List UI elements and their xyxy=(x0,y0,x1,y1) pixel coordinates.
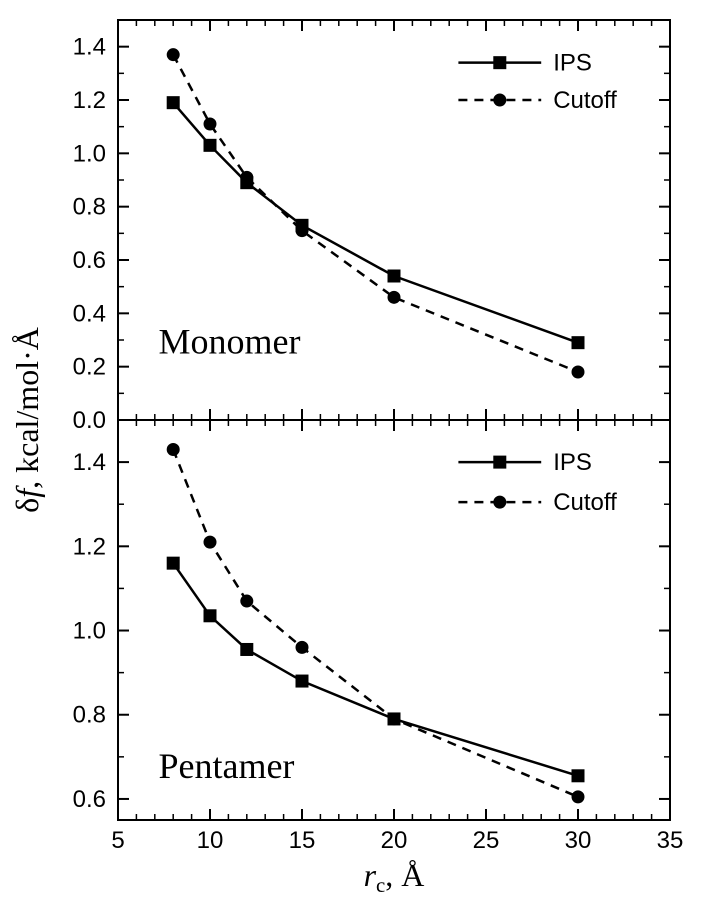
legend-marker-circle xyxy=(494,496,506,508)
y-tick-label: 0.2 xyxy=(73,354,106,381)
legend-label: Cutoff xyxy=(553,489,617,516)
x-tick-label: 15 xyxy=(289,827,316,854)
figure-svg: 0.0 0.2 0.4 0.6 0.8 1.0 1.2 1.4 Monomer IPS Cutoff… xyxy=(0,0,706,900)
y-tick-label: 1.0 xyxy=(73,618,106,645)
series-ips xyxy=(173,103,578,343)
marker-square xyxy=(572,337,584,349)
y-tick-label: 0.6 xyxy=(73,786,106,813)
y-axis-title: δf, kcal/mol·Å xyxy=(9,327,45,513)
marker-square xyxy=(204,139,216,151)
legend-label: IPS xyxy=(553,50,592,77)
marker-circle xyxy=(241,171,253,183)
marker-square xyxy=(572,770,584,782)
marker-circle xyxy=(167,49,179,61)
marker-circle xyxy=(296,641,308,653)
x-tick-label: 30 xyxy=(565,827,592,854)
x-tick-label: 10 xyxy=(197,827,224,854)
marker-circle xyxy=(388,713,400,725)
panel-label-bottom: Pentamer xyxy=(158,746,294,786)
series-ips xyxy=(173,563,578,776)
y-tick-label: 1.2 xyxy=(73,533,106,560)
y-tick-label: 1.4 xyxy=(73,449,106,476)
x-axis-title: rc, Å xyxy=(364,857,425,897)
y-tick-label: 1.2 xyxy=(73,87,106,114)
marker-circle xyxy=(204,118,216,130)
marker-square xyxy=(296,675,308,687)
marker-square xyxy=(241,643,253,655)
marker-circle xyxy=(388,291,400,303)
y-tick-label: 0.6 xyxy=(73,247,106,274)
y-tick-label: 1.4 xyxy=(73,34,106,61)
marker-circle xyxy=(167,443,179,455)
x-tick-label: 35 xyxy=(657,827,684,854)
marker-square xyxy=(167,557,179,569)
x-tick-label: 5 xyxy=(111,827,124,854)
marker-square xyxy=(167,97,179,109)
marker-circle xyxy=(572,791,584,803)
y-tick-label: 0.0 xyxy=(73,407,106,434)
panel-label-top: Monomer xyxy=(158,321,300,361)
marker-square xyxy=(204,610,216,622)
y-tick-label: 1.0 xyxy=(73,140,106,167)
legend-label: IPS xyxy=(553,449,592,476)
x-tick-label: 20 xyxy=(381,827,408,854)
legend-marker-square xyxy=(494,456,506,468)
x-tick-label: 25 xyxy=(473,827,500,854)
marker-circle xyxy=(204,536,216,548)
y-tick-label: 0.4 xyxy=(73,300,106,327)
legend-label: Cutoff xyxy=(553,87,617,114)
y-tick-label: 0.8 xyxy=(73,702,106,729)
marker-square xyxy=(388,270,400,282)
marker-circle xyxy=(572,366,584,378)
marker-circle xyxy=(241,595,253,607)
legend-marker-circle xyxy=(494,94,506,106)
marker-circle xyxy=(296,225,308,237)
legend-marker-square xyxy=(494,57,506,69)
y-tick-label: 0.8 xyxy=(73,194,106,221)
series-cutoff xyxy=(173,449,578,796)
